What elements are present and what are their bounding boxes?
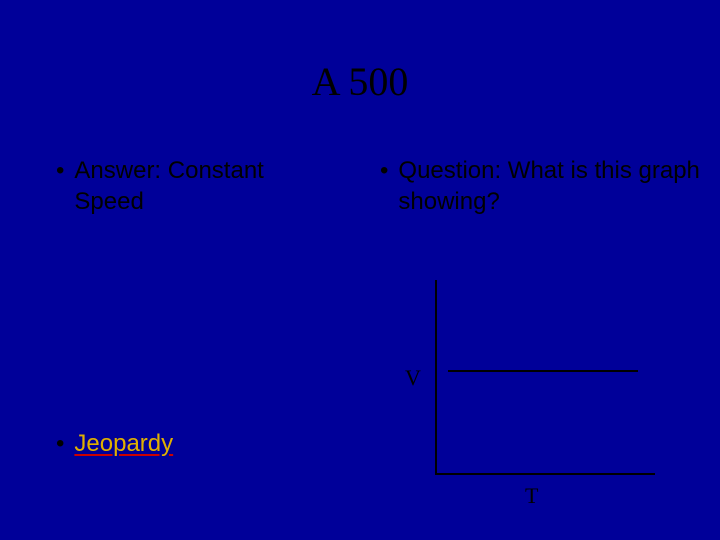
question-bullet: • Question: What is this graph showing?	[380, 155, 700, 217]
link-bullet: • Jeopardy	[56, 430, 173, 458]
answer-column: • Answer: Constant Speed	[56, 155, 336, 217]
y-axis-line	[435, 280, 437, 475]
navigation-section: • Jeopardy	[56, 430, 173, 458]
constant-velocity-line	[448, 370, 638, 372]
x-axis-line	[435, 473, 655, 475]
question-text: Question: What is this graph showing?	[398, 155, 700, 217]
y-axis-label: V	[405, 365, 421, 391]
velocity-time-graph: V T	[400, 280, 670, 490]
bullet-icon: •	[56, 155, 64, 186]
jeopardy-link[interactable]: Jeopardy	[74, 430, 173, 458]
answer-bullet: • Answer: Constant Speed	[56, 155, 336, 217]
question-column: • Question: What is this graph showing?	[380, 155, 700, 217]
bullet-icon: •	[56, 430, 64, 458]
slide-title: A 500	[312, 58, 409, 105]
answer-text: Answer: Constant Speed	[74, 155, 336, 217]
x-axis-label: T	[525, 483, 538, 509]
bullet-icon: •	[380, 155, 388, 186]
